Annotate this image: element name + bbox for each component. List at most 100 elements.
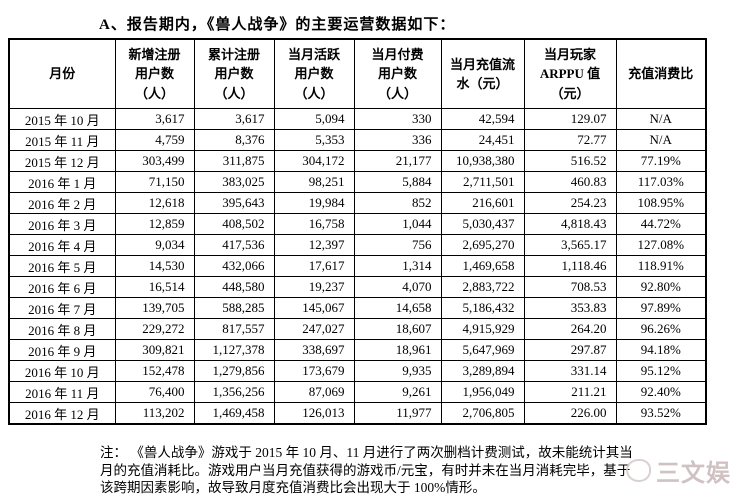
cell-recharge-consumption-ratio: 127.08% (615, 234, 707, 256)
cell-monthly-arppu: 264.20 (523, 318, 617, 340)
column-header-month: 月份 (8, 38, 116, 109)
table-row: 2016 年 6 月 16,514 448,580 19,237 4,070 2,883,… (8, 276, 707, 298)
cell-new-registered-users: 139,705 (114, 297, 195, 319)
cell-monthly-recharge-flow: 4,915,929 (440, 318, 525, 340)
cell-cumulative-registered-users: 1,279,856 (193, 360, 275, 382)
cell-month: 2016 年 11 月 (8, 381, 116, 403)
cell-monthly-paying-users: 9,261 (353, 381, 442, 403)
column-header-monthly-recharge-flow: 当月充值流 水（元） (440, 38, 525, 109)
cell-recharge-consumption-ratio: 95.12% (615, 360, 707, 382)
cell-monthly-paying-users: 21,177 (353, 150, 442, 172)
cell-month: 2016 年 1 月 (8, 171, 116, 193)
cell-monthly-paying-users: 330 (353, 108, 442, 130)
column-header-cumulative-registered-users: 累计注册 用户数 （人） (193, 38, 275, 109)
column-header-monthly-arppu: 当月玩家 ARPPU 值 （元） (523, 38, 617, 109)
cell-cumulative-registered-users: 1,469,458 (193, 402, 275, 425)
cell-month: 2016 年 5 月 (8, 255, 116, 277)
cell-cumulative-registered-users: 817,557 (193, 318, 275, 340)
cell-monthly-arppu: 516.52 (523, 150, 617, 172)
column-header-new-registered-users: 新增注册 用户数 （人） (114, 38, 195, 109)
cell-monthly-paying-users: 852 (353, 192, 442, 214)
watermark: 三文娱 (626, 453, 731, 488)
cell-new-registered-users: 9,034 (114, 234, 195, 256)
cell-recharge-consumption-ratio: 97.89% (615, 297, 707, 319)
cell-monthly-recharge-flow: 5,647,969 (440, 339, 525, 361)
cell-monthly-recharge-flow: 5,186,432 (440, 297, 525, 319)
column-header-recharge-consumption-ratio: 充值消费比 (615, 38, 707, 109)
cell-monthly-recharge-flow: 1,956,049 (440, 381, 525, 403)
cell-recharge-consumption-ratio: 93.52% (615, 402, 707, 425)
cell-new-registered-users: 12,618 (114, 192, 195, 214)
cell-cumulative-registered-users: 417,536 (193, 234, 275, 256)
footnote-line: 月的充值消耗比。游戏用户当月充值获得的游戏币/元宝，有时并未在当月消耗完毕，基于 (100, 462, 631, 478)
cell-monthly-recharge-flow: 216,601 (440, 192, 525, 214)
cell-monthly-recharge-flow: 2,695,270 (440, 234, 525, 256)
cell-recharge-consumption-ratio: N/A (615, 129, 707, 151)
cell-cumulative-registered-users: 408,502 (193, 213, 275, 235)
cell-new-registered-users: 76,400 (114, 381, 195, 403)
cell-monthly-arppu: 331.14 (523, 360, 617, 382)
cell-monthly-recharge-flow: 24,451 (440, 129, 525, 151)
table-row: 2016 年 9 月 309,821 1,127,378 338,697 18,961 5… (8, 339, 707, 361)
cell-recharge-consumption-ratio: 94.18% (615, 339, 707, 361)
cell-month: 2016 年 3 月 (8, 213, 116, 235)
table-header-row: 月份 新增注册 用户数 （人） 累计注册 用户数 （人） 当月活跃 用户数 （人） 当月… (8, 38, 707, 109)
cell-monthly-arppu: 297.87 (523, 339, 617, 361)
cell-month: 2016 年 12 月 (8, 402, 116, 425)
table-row: 2016 年 8 月 229,272 817,557 247,027 18,607 4,9… (8, 318, 707, 340)
cell-monthly-active-users: 98,251 (273, 171, 355, 193)
cell-monthly-active-users: 17,617 (273, 255, 355, 277)
cell-recharge-consumption-ratio: 77.19% (615, 150, 707, 172)
table-row: 2016 年 2 月 12,618 395,643 19,984 852 216,601 2… (8, 192, 707, 214)
cell-new-registered-users: 229,272 (114, 318, 195, 340)
cell-monthly-active-users: 87,069 (273, 381, 355, 403)
cell-monthly-arppu: 1,118.46 (523, 255, 617, 277)
cell-new-registered-users: 303,499 (114, 150, 195, 172)
table-row: 2016 年 5 月 14,530 432,066 17,617 1,314 1,469,… (8, 255, 707, 277)
cell-recharge-consumption-ratio: 108.95% (615, 192, 707, 214)
cell-monthly-recharge-flow: 2,706,805 (440, 402, 525, 425)
cell-month: 2016 年 7 月 (8, 297, 116, 319)
cell-recharge-consumption-ratio: 92.80% (615, 276, 707, 298)
cell-monthly-paying-users: 14,658 (353, 297, 442, 319)
watermark-text: 三文娱 (656, 460, 731, 487)
cell-cumulative-registered-users: 448,580 (193, 276, 275, 298)
cell-monthly-recharge-flow: 1,469,658 (440, 255, 525, 277)
cell-monthly-active-users: 304,172 (273, 150, 355, 172)
cell-month: 2016 年 8 月 (8, 318, 116, 340)
table-row: 2015 年 10 月 3,617 3,617 5,094 330 42,594 129.0… (8, 108, 707, 130)
cell-monthly-paying-users: 1,044 (353, 213, 442, 235)
cell-month: 2015 年 10 月 (8, 108, 116, 130)
cell-monthly-active-users: 5,094 (273, 108, 355, 130)
cell-cumulative-registered-users: 1,356,256 (193, 381, 275, 403)
cell-recharge-consumption-ratio: 117.03% (615, 171, 707, 193)
cell-monthly-recharge-flow: 3,289,894 (440, 360, 525, 382)
cell-monthly-arppu: 129.07 (523, 108, 617, 130)
cell-monthly-paying-users: 11,977 (353, 402, 442, 425)
table-row: 2016 年 7 月 139,705 588,285 145,067 14,658 5,1… (8, 297, 707, 319)
cell-new-registered-users: 4,759 (114, 129, 195, 151)
cell-cumulative-registered-users: 432,066 (193, 255, 275, 277)
cell-month: 2016 年 9 月 (8, 339, 116, 361)
cell-new-registered-users: 71,150 (114, 171, 195, 193)
cell-cumulative-registered-users: 383,025 (193, 171, 275, 193)
cell-monthly-active-users: 16,758 (273, 213, 355, 235)
cell-monthly-arppu: 211.21 (523, 381, 617, 403)
cell-new-registered-users: 152,478 (114, 360, 195, 382)
page-title: A、报告期内，《兽人战争》的主要运营数据如下： (99, 17, 456, 33)
cell-monthly-arppu: 353.83 (523, 297, 617, 319)
cell-monthly-paying-users: 756 (353, 234, 442, 256)
cell-monthly-active-users: 19,984 (273, 192, 355, 214)
cell-cumulative-registered-users: 3,617 (193, 108, 275, 130)
cell-recharge-consumption-ratio: 96.26% (615, 318, 707, 340)
cell-monthly-arppu: 460.83 (523, 171, 617, 193)
table-row: 2016 年 4 月 9,034 417,536 12,397 756 2,695,270… (8, 234, 707, 256)
cell-new-registered-users: 113,202 (114, 402, 195, 425)
cell-monthly-paying-users: 18,607 (353, 318, 442, 340)
cell-recharge-consumption-ratio: 44.72% (615, 213, 707, 235)
cell-monthly-paying-users: 18,961 (353, 339, 442, 361)
cell-monthly-recharge-flow: 2,883,722 (440, 276, 525, 298)
cell-monthly-recharge-flow: 10,938,380 (440, 150, 525, 172)
cell-month: 2016 年 2 月 (8, 192, 116, 214)
cell-monthly-active-users: 126,013 (273, 402, 355, 425)
